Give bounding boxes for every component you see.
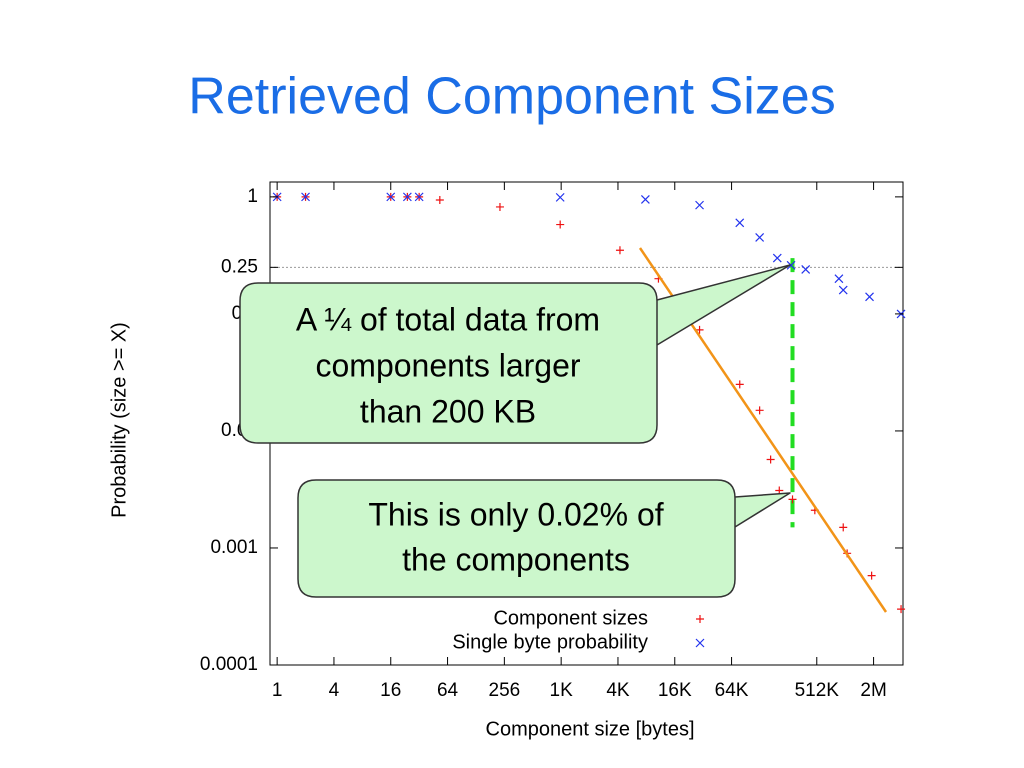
x-tick-label: 1 [272, 680, 283, 701]
callout-text: This is only 0.02% of [368, 496, 663, 532]
x-tick-label: 16 [380, 680, 401, 701]
point [786, 260, 796, 270]
y-tick-label: 0.001 [210, 537, 258, 558]
x-tick-label: 4K [606, 680, 630, 701]
y-axis-label: Probability (size >= X) [108, 322, 130, 518]
x-tick-label: 1K [550, 680, 574, 701]
point [301, 192, 310, 202]
x-tick-label: 256 [489, 680, 521, 701]
point [556, 220, 565, 229]
x-tick-label: 64 [437, 680, 459, 701]
point [735, 380, 744, 389]
point [615, 246, 624, 255]
point [839, 523, 848, 532]
point [695, 325, 704, 334]
callout-fill [241, 302, 656, 426]
x-tick-label: 512K [795, 680, 840, 701]
point [435, 196, 444, 205]
marks [270, 192, 906, 614]
point [801, 264, 811, 274]
point [414, 192, 424, 202]
legend-label: Single byte probability [452, 631, 648, 653]
point [735, 218, 745, 228]
x-tick-label: 2M [860, 680, 886, 701]
point [772, 253, 782, 263]
point [838, 285, 848, 295]
point [755, 406, 764, 415]
point [897, 605, 906, 614]
callout-text: components larger [315, 347, 580, 383]
point [402, 192, 412, 202]
point [495, 202, 504, 211]
x-tick-label: 4 [329, 680, 340, 701]
x-tick-label: 64K [715, 680, 749, 701]
callout-text: the components [402, 541, 630, 577]
point [386, 192, 396, 202]
legend-marker [695, 638, 705, 648]
slide-title: Retrieved Component Sizes [188, 68, 835, 126]
point [867, 571, 876, 580]
point [834, 274, 844, 284]
y-tick-label: 0.0001 [200, 654, 258, 675]
callout-fill [299, 499, 734, 579]
legend-label: Component sizes [493, 607, 648, 629]
y-tick-label: 0.25 [221, 256, 258, 277]
point [766, 455, 775, 464]
point [755, 233, 765, 242]
point [788, 495, 797, 504]
point [555, 192, 565, 202]
callout-text: than 200 KB [360, 393, 536, 429]
legend-marker [696, 615, 704, 623]
point [695, 200, 704, 210]
point [865, 292, 874, 302]
callouts: A ¼ of total data from components larger… [239, 264, 791, 598]
callout-text: A ¼ of total data from [296, 301, 600, 337]
point [640, 195, 650, 204]
x-tick-label: 16K [658, 680, 692, 701]
x-axis-label: Component size [bytes] [486, 718, 695, 740]
y-tick-label: 1 [247, 186, 258, 207]
